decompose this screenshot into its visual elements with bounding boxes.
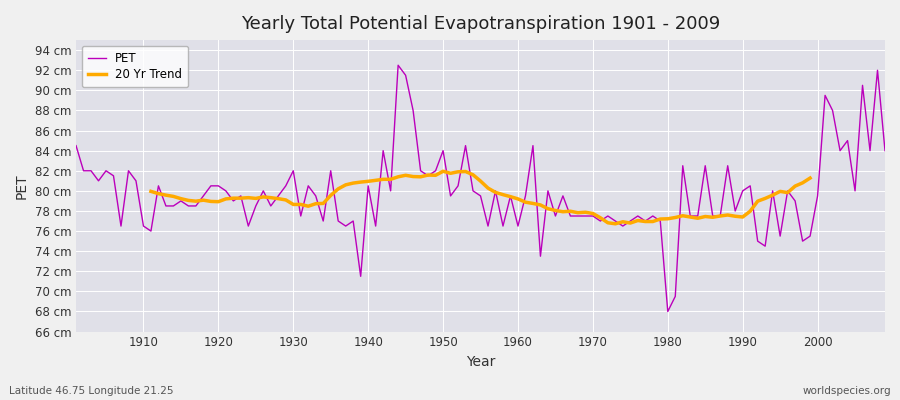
20 Yr Trend bbox=[805, 176, 815, 180]
Title: Yearly Total Potential Evapotranspiration 1901 - 2009: Yearly Total Potential Evapotranspiratio… bbox=[241, 15, 720, 33]
Line: PET: PET bbox=[76, 65, 885, 312]
Text: Latitude 46.75 Longitude 21.25: Latitude 46.75 Longitude 21.25 bbox=[9, 386, 174, 396]
X-axis label: Year: Year bbox=[466, 355, 495, 369]
20 Yr Trend bbox=[491, 190, 501, 195]
PET bbox=[70, 143, 81, 148]
20 Yr Trend bbox=[281, 198, 292, 202]
PET bbox=[295, 214, 306, 218]
PET bbox=[879, 148, 890, 153]
PET bbox=[392, 63, 403, 68]
Text: worldspecies.org: worldspecies.org bbox=[803, 386, 891, 396]
Y-axis label: PET: PET bbox=[15, 173, 29, 199]
20 Yr Trend bbox=[213, 199, 224, 204]
PET bbox=[513, 224, 524, 228]
Legend: PET, 20 Yr Trend: PET, 20 Yr Trend bbox=[82, 46, 188, 87]
20 Yr Trend bbox=[610, 221, 621, 226]
PET bbox=[610, 219, 621, 224]
20 Yr Trend bbox=[228, 196, 238, 200]
20 Yr Trend bbox=[400, 173, 411, 178]
PET bbox=[520, 194, 531, 198]
Line: 20 Yr Trend: 20 Yr Trend bbox=[151, 171, 810, 224]
20 Yr Trend bbox=[745, 209, 756, 214]
20 Yr Trend bbox=[146, 189, 157, 194]
PET bbox=[662, 309, 673, 314]
20 Yr Trend bbox=[437, 169, 448, 174]
PET bbox=[130, 178, 141, 183]
PET bbox=[340, 224, 351, 228]
